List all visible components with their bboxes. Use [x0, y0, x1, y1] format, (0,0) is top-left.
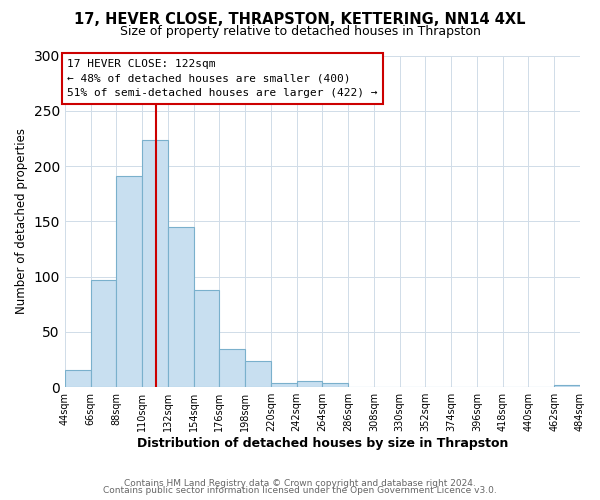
Bar: [322, 383, 348, 387]
Bar: [142, 140, 168, 387]
Bar: [220, 348, 245, 387]
Text: Contains public sector information licensed under the Open Government Licence v3: Contains public sector information licen…: [103, 486, 497, 495]
Bar: [116, 176, 142, 387]
Bar: [296, 380, 322, 387]
Text: 17, HEVER CLOSE, THRAPSTON, KETTERING, NN14 4XL: 17, HEVER CLOSE, THRAPSTON, KETTERING, N…: [74, 12, 526, 28]
Bar: [91, 280, 116, 387]
Text: Size of property relative to detached houses in Thrapston: Size of property relative to detached ho…: [119, 25, 481, 38]
Bar: [245, 360, 271, 387]
Bar: [554, 385, 580, 387]
Bar: [65, 370, 91, 387]
X-axis label: Distribution of detached houses by size in Thrapston: Distribution of detached houses by size …: [137, 437, 508, 450]
Bar: [194, 290, 220, 387]
Text: 17 HEVER CLOSE: 122sqm
← 48% of detached houses are smaller (400)
51% of semi-de: 17 HEVER CLOSE: 122sqm ← 48% of detached…: [67, 59, 377, 98]
Text: Contains HM Land Registry data © Crown copyright and database right 2024.: Contains HM Land Registry data © Crown c…: [124, 478, 476, 488]
Bar: [271, 383, 296, 387]
Y-axis label: Number of detached properties: Number of detached properties: [15, 128, 28, 314]
Bar: [168, 227, 194, 387]
